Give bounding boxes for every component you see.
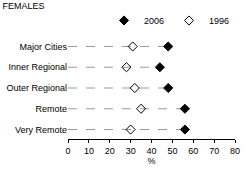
- svg-text:1996: 1996: [209, 16, 229, 26]
- svg-text:FEMALES: FEMALES: [2, 1, 44, 11]
- svg-text:80: 80: [230, 146, 240, 156]
- svg-text:20: 20: [105, 146, 115, 156]
- svg-text:Remote: Remote: [35, 104, 67, 114]
- svg-text:%: %: [147, 156, 155, 166]
- svg-text:Major Cities: Major Cities: [19, 42, 67, 52]
- svg-text:Very Remote: Very Remote: [15, 125, 67, 135]
- svg-text:30: 30: [126, 146, 136, 156]
- svg-text:50: 50: [167, 146, 177, 156]
- svg-text:Outer Regional: Outer Regional: [6, 83, 67, 93]
- svg-text:0: 0: [65, 146, 70, 156]
- svg-text:10: 10: [84, 146, 94, 156]
- svg-text:2006: 2006: [144, 16, 164, 26]
- svg-text:70: 70: [209, 146, 219, 156]
- svg-text:40: 40: [146, 146, 156, 156]
- svg-text:60: 60: [188, 146, 198, 156]
- svg-text:Inner Regional: Inner Regional: [8, 62, 67, 72]
